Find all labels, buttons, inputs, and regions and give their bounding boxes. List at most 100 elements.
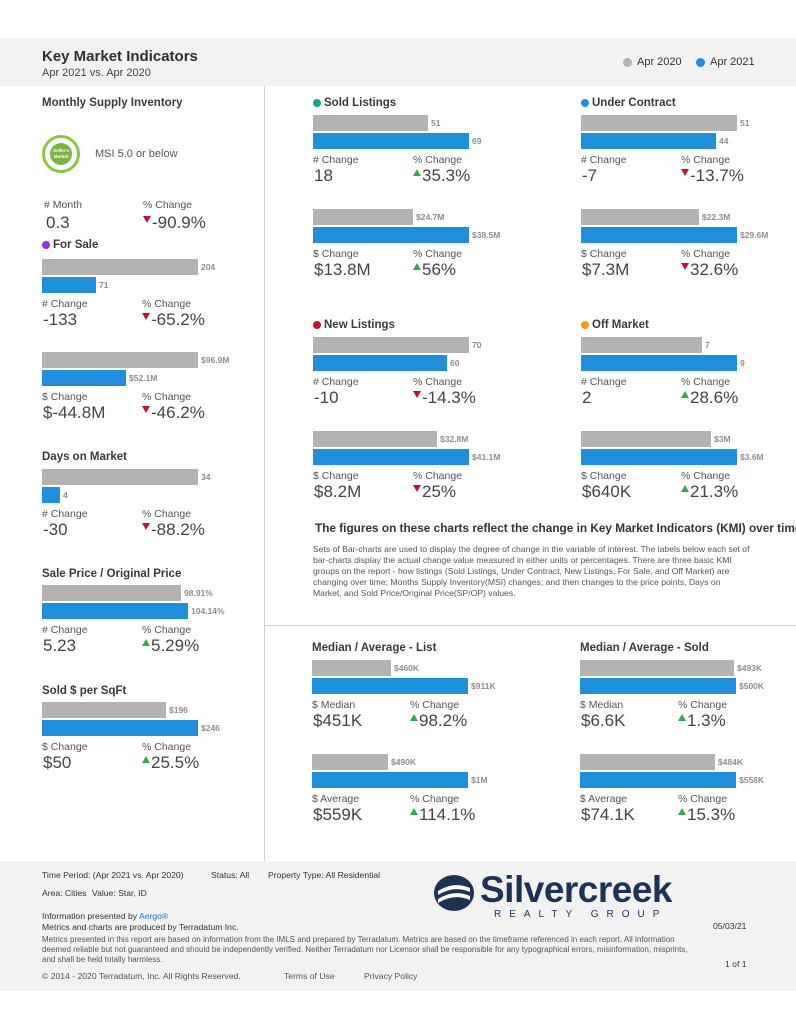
report-footer: Time Period: (Apr 2021 vs. Apr 2020) Sta… — [0, 861, 796, 991]
change-value: -10 — [314, 388, 339, 407]
sold-prices-title: Median / Average - Sold — [580, 642, 709, 654]
bar-label-2020: 98.91% — [184, 588, 213, 598]
under-contract-dot-icon — [581, 99, 589, 107]
up-arrow-icon — [413, 263, 421, 270]
bar-label-2021: 4 — [63, 490, 68, 500]
terms-link[interactable]: Terms of Use — [284, 971, 335, 981]
legend-item-2021: Apr 2021 — [696, 56, 755, 68]
off-market-dot-icon — [581, 321, 589, 329]
bar-label-2020: $3M — [714, 434, 731, 444]
bar-label-2021: $38.5M — [472, 230, 501, 240]
change-value: 2 — [582, 388, 592, 407]
pct-change-label: % Change — [681, 248, 731, 260]
off-market-title: Off Market — [581, 319, 649, 331]
legend-item-2020: Apr 2020 — [623, 56, 682, 68]
change-label: $ Average — [312, 793, 360, 805]
bar-2021 — [313, 227, 469, 243]
change-label: $ Median — [312, 699, 356, 711]
pct-change-label: % Change — [678, 699, 728, 711]
pct-change-value: -88.2% — [142, 520, 205, 540]
change-label: $ Change — [581, 470, 627, 482]
silvercreek-logo: Silvercreek REALTY GROUP — [432, 869, 692, 923]
bar-label-2021: $52.1M — [129, 373, 158, 383]
footer-value: Value: Star, ID — [92, 888, 147, 898]
down-arrow-icon — [413, 485, 421, 492]
sellers-market-badge: Seller's Market — [42, 135, 80, 173]
msi-month-label: # Month — [44, 199, 82, 211]
change-value: $74.1K — [581, 805, 635, 824]
pct-change-value: 28.6% — [681, 388, 738, 408]
bar-label-2020: $22.3M — [702, 212, 731, 222]
bar-2020 — [581, 337, 702, 353]
pct-change-value: 25.5% — [142, 753, 199, 773]
sold-listings-title: Sold Listings — [313, 97, 396, 109]
new-listings-title: New Listings — [313, 319, 395, 331]
change-label: $ Change — [581, 248, 627, 260]
bar-label-2021: $29.6M — [740, 230, 769, 240]
pct-change-label: % Change — [410, 793, 460, 805]
bar-label-2021: 44 — [719, 136, 729, 146]
for-sale-title: For Sale — [42, 239, 98, 251]
bar-2021 — [42, 487, 60, 503]
bar-label-2020: 204 — [201, 262, 216, 272]
bar-2020 — [42, 702, 166, 718]
pct-change-label: % Change — [678, 793, 728, 805]
change-label: $ Change — [42, 391, 88, 403]
bar-2021 — [312, 772, 468, 788]
dom-title: Days on Market — [42, 451, 128, 463]
change-value: $8.2M — [314, 482, 362, 501]
bar-2021 — [581, 355, 737, 371]
bar-label-2020: $32.8M — [440, 434, 469, 444]
change-value: -30 — [43, 520, 68, 539]
bar-2020 — [42, 469, 198, 485]
bar-2020 — [42, 352, 198, 368]
pct-change-label: % Change — [413, 154, 463, 166]
page-title: Key Market Indicators — [42, 48, 198, 65]
bar-label-2021: $1M — [471, 775, 488, 785]
bar-label-2021: $3.6M — [740, 452, 764, 462]
change-label: # Change — [581, 376, 627, 388]
pct-change-value: -46.2% — [142, 403, 205, 423]
pct-change-value: -14.3% — [413, 388, 476, 408]
under-contract-title: Under Contract — [581, 97, 676, 109]
change-value: $6.6K — [581, 711, 626, 730]
msi-title: Monthly Supply Inventory — [42, 97, 183, 109]
bar-2020 — [580, 754, 715, 770]
change-label: # Change — [42, 298, 88, 310]
msi-badge-label: MSI 5.0 or below — [95, 148, 178, 160]
bar-label-2021: 69 — [472, 136, 482, 146]
legend-label-2020: Apr 2020 — [637, 56, 682, 68]
pct-change-label: % Change — [142, 624, 192, 636]
legend-swatch-2020 — [623, 57, 632, 67]
bar-2020 — [313, 337, 469, 353]
change-label: $ Change — [42, 741, 88, 753]
report-header: Key Market Indicators Apr 2021 vs. Apr 2… — [0, 38, 796, 86]
bar-label-2020: $484K — [718, 757, 744, 767]
change-label: # Change — [581, 154, 627, 166]
pct-change-label: % Change — [142, 391, 192, 403]
down-arrow-icon — [142, 406, 150, 413]
bar-2020 — [42, 259, 198, 275]
explanation-title: The figures on these charts reflect the … — [315, 521, 796, 535]
bar-label-2021: $246 — [201, 723, 220, 733]
up-arrow-icon — [410, 808, 418, 815]
pct-change-label: % Change — [142, 298, 192, 310]
pct-change-value: 32.6% — [681, 260, 738, 280]
privacy-link[interactable]: Privacy Policy — [364, 971, 418, 981]
bar-2021 — [312, 678, 468, 694]
pct-change-label: % Change — [142, 508, 192, 520]
change-label: # Change — [313, 376, 359, 388]
down-arrow-icon — [681, 263, 689, 270]
sqft-title: Sold $ per SqFt — [42, 685, 127, 697]
pct-change-value: 114.1% — [410, 805, 475, 825]
down-arrow-icon — [681, 169, 689, 176]
pct-change-value: -65.2% — [142, 310, 205, 330]
footer-status: Status: All — [211, 870, 250, 880]
change-value: 18 — [314, 166, 333, 185]
bar-2021 — [581, 449, 737, 465]
bar-label-2021: 60 — [450, 358, 460, 368]
aergo-link[interactable]: Aergo® — [139, 911, 169, 921]
bar-label-2021: $41.1M — [472, 452, 501, 462]
down-arrow-icon — [413, 391, 421, 398]
for-sale-dot-icon — [42, 241, 50, 249]
